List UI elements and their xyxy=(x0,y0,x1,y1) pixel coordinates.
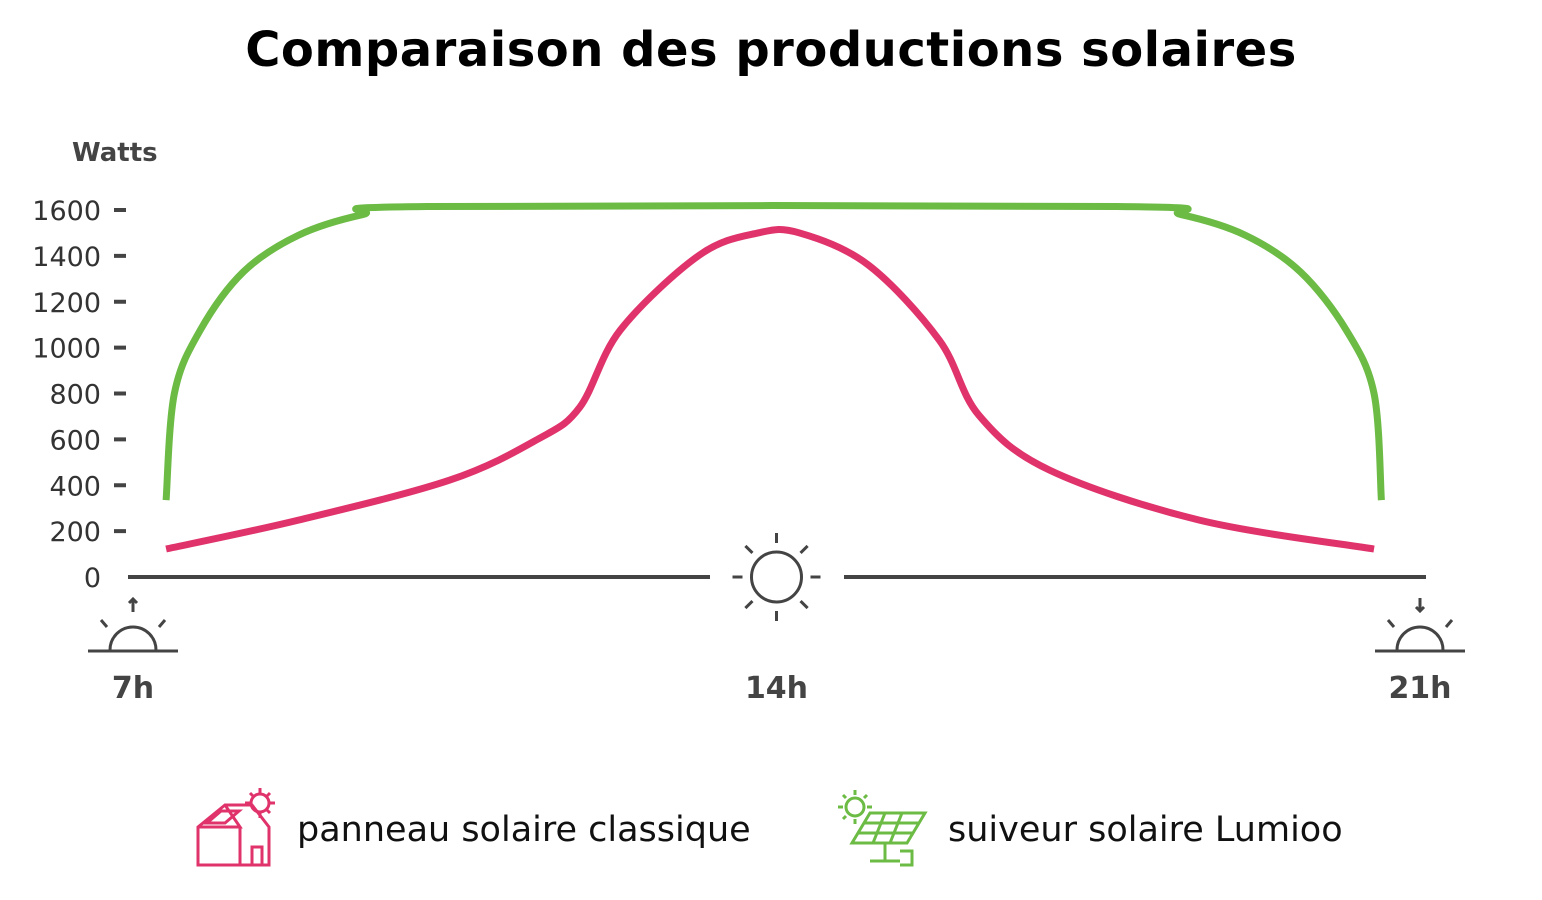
x-tick-label: 21h xyxy=(1388,671,1451,706)
y-tick-label: 200 xyxy=(49,517,101,548)
x-tick-label: 14h xyxy=(745,671,808,706)
x-tick-label: 7h xyxy=(112,671,154,706)
house-solar-panel-icon xyxy=(196,788,275,867)
y-tick-label: 1400 xyxy=(32,242,101,273)
y-tick-label: 1600 xyxy=(32,196,101,227)
legend-item-lumioo: suiveur solaire Lumioo xyxy=(830,785,1343,875)
sunrise-icon xyxy=(88,596,178,653)
legend-label: panneau solaire classique xyxy=(297,810,751,850)
solar-tracker-icon xyxy=(838,790,928,867)
y-tick-label: 800 xyxy=(49,380,101,411)
legend-item-classique: panneau solaire classique xyxy=(195,785,751,875)
sunset-icon xyxy=(1375,598,1465,653)
y-tick-label: 1000 xyxy=(32,334,101,365)
legend-label: suiveur solaire Lumioo xyxy=(948,810,1343,850)
y-axis-label: Watts xyxy=(72,138,158,168)
y-tick-label: 600 xyxy=(49,425,101,456)
chart-title: Comparaison des productions solaires xyxy=(245,22,1297,78)
y-tick-label: 1200 xyxy=(32,288,101,319)
y-tick-label: 0 xyxy=(84,563,101,594)
series-line-classique xyxy=(165,226,1375,553)
series-line-lumioo xyxy=(162,202,1385,501)
y-tick-label: 400 xyxy=(49,471,101,502)
sun-icon xyxy=(732,533,821,621)
